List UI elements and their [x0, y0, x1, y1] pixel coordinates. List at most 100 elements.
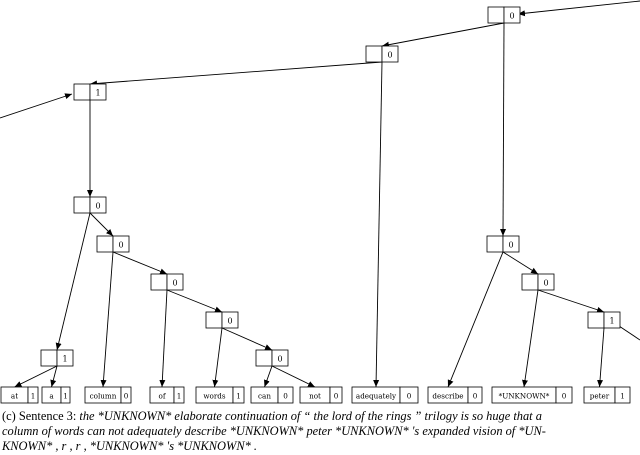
node-left-cell	[205, 311, 223, 329]
node-value: 0	[277, 355, 282, 364]
node-value: 0	[387, 51, 392, 60]
tree-node: 0	[73, 196, 107, 214]
leaf-word: words	[203, 392, 226, 401]
edge-n8-l7	[271, 365, 316, 388]
leaf-value-cell	[614, 386, 631, 404]
edge-n7-n8	[221, 327, 273, 351]
edge-n5-l3	[100, 251, 114, 388]
node-value: 0	[95, 202, 100, 211]
leaf-value: 1	[620, 392, 625, 401]
leaf-value: 1	[236, 392, 241, 401]
leaf-node: column 0	[84, 386, 132, 404]
tree-node: 0	[521, 273, 555, 291]
edge-n6-l4	[159, 289, 168, 388]
leaf-word: describe	[432, 392, 463, 401]
edge-n12-l11	[597, 327, 605, 388]
edge-n9-l1	[14, 365, 58, 388]
edge-offscreen-left	[0, 93, 73, 119]
node-value-cell	[89, 83, 107, 101]
edge-n11-l10	[522, 289, 539, 388]
leaf-node: *UNKNOWN* 0	[491, 386, 573, 404]
tree-node: 0	[487, 6, 521, 24]
leaf-value-cell	[232, 386, 245, 404]
leaf-value-cell	[399, 386, 419, 404]
tree-edges	[0, 0, 640, 388]
node-value-cell	[271, 349, 289, 367]
leaf-value-cell	[120, 386, 132, 404]
node-value: 0	[118, 241, 123, 250]
leaf-node: not 0	[299, 386, 343, 404]
leaf-value-cell	[277, 386, 294, 404]
leaf-word: *UNKNOWN*	[499, 392, 550, 401]
leaf-word: a	[49, 392, 54, 401]
edge-n2-l8	[373, 61, 383, 388]
edge-n7-l5	[212, 327, 223, 388]
node-value-cell	[56, 349, 74, 367]
node-value: 0	[172, 279, 177, 288]
node-left-cell	[150, 273, 168, 291]
node-left-cell	[486, 235, 504, 253]
leaf-word: adequately	[356, 392, 397, 401]
tree-node: 1	[40, 349, 74, 367]
leaf-word: not	[309, 392, 321, 401]
edge-offscreen-top	[517, 0, 640, 17]
node-value-cell	[112, 235, 130, 253]
caption-label: (c) Sentence 3:	[2, 409, 77, 423]
leaf-node: at 1	[0, 386, 39, 404]
node-value: 0	[227, 317, 232, 326]
leaf-value: 1	[31, 392, 36, 401]
tree-node: 1	[73, 83, 107, 101]
leaf-value: 0	[334, 392, 339, 401]
leaf-value-cell	[60, 386, 71, 404]
leaf-value-cell	[329, 386, 343, 404]
leaf-value: 0	[407, 392, 412, 401]
node-value-cell	[381, 45, 399, 63]
node-value-cell	[537, 273, 555, 291]
leaf-value-cell	[555, 386, 573, 404]
leaf-value: 0	[124, 392, 129, 401]
edge-n10-l9	[447, 251, 504, 388]
node-value-cell	[603, 311, 621, 329]
caption-line-1: (c) Sentence 3: the *UNKNOWN* elaborate …	[2, 409, 638, 424]
node-value-cell	[503, 6, 521, 24]
edge-n4-n9	[55, 212, 91, 351]
leaf-word: can	[258, 392, 271, 401]
node-value-cell	[221, 311, 239, 329]
edge-n11-n12	[537, 289, 605, 313]
edge-n6-n7	[166, 289, 223, 313]
tree-node: 1	[587, 311, 621, 329]
leaf-value: 1	[63, 392, 68, 401]
leaf-value-cell	[173, 386, 185, 404]
node-value: 1	[62, 355, 67, 364]
tree-node: 0	[365, 45, 399, 63]
node-left-cell	[73, 83, 91, 101]
edge-n10-n11	[502, 251, 539, 275]
node-left-cell	[521, 273, 539, 291]
caption-text-1: the *UNKNOWN* elaborate continuation of …	[79, 409, 542, 423]
edge-n9-l2	[50, 365, 58, 388]
node-left-cell	[73, 196, 91, 214]
node-value-cell	[89, 196, 107, 214]
leaf-node: words 1	[195, 386, 245, 404]
node-value: 0	[543, 279, 548, 288]
figure-caption: (c) Sentence 3: the *UNKNOWN* elaborate …	[2, 409, 638, 455]
leaf-node: describe 0	[427, 386, 483, 404]
node-value-cell	[502, 235, 520, 253]
edge-n2-n3	[89, 61, 383, 87]
node-left-cell	[587, 311, 605, 329]
leaf-word: at	[11, 392, 18, 401]
leaf-word: peter	[590, 392, 610, 401]
node-value-cell	[166, 273, 184, 291]
leaf-value-cell	[27, 386, 39, 404]
tree-node: 0	[150, 273, 184, 291]
node-value: 0	[509, 12, 514, 21]
node-left-cell	[487, 6, 505, 24]
edge-n4-n5	[89, 212, 114, 237]
tree-node: 0	[255, 349, 289, 367]
leaf-value: 0	[562, 392, 567, 401]
leaf-word: column	[90, 392, 117, 401]
leaf-node: can 0	[250, 386, 294, 404]
node-left-cell	[255, 349, 273, 367]
